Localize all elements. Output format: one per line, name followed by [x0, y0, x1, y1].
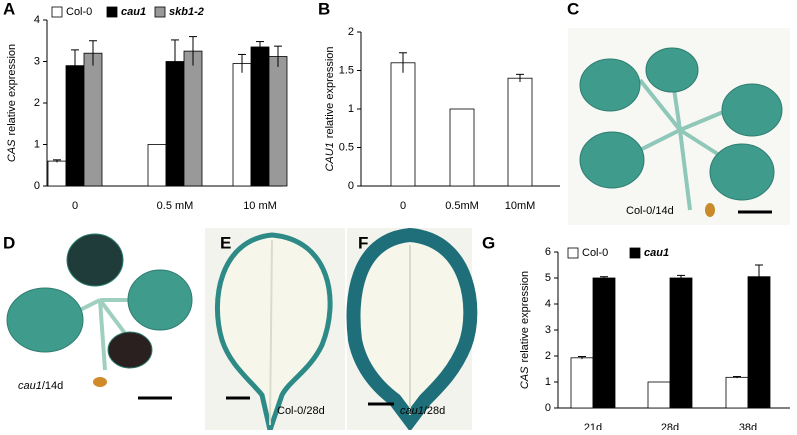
- bar: [592, 277, 616, 409]
- y-tick-label: 4: [545, 298, 551, 310]
- y-label-gene: CAS: [519, 366, 531, 389]
- bar: [747, 276, 771, 409]
- y-axis-label: CAU1 relative expression: [324, 46, 336, 171]
- caption: cau1/14d: [18, 380, 63, 392]
- y-label-text: relative expression: [519, 271, 531, 363]
- y-tick-label: 0: [348, 180, 354, 192]
- y-tick-label: 3: [34, 55, 40, 67]
- photo-e: [205, 228, 345, 435]
- bar: [268, 56, 288, 187]
- x-tick-label: 10 mM: [243, 200, 277, 212]
- legend-label: cau1: [644, 247, 669, 259]
- bar: [83, 52, 103, 187]
- panel-label: E: [220, 233, 231, 252]
- legend-swatch: [51, 6, 63, 18]
- y-axis-label: CAS relative expression: [519, 271, 531, 389]
- y-tick-label: 0.5: [339, 141, 354, 153]
- y-tick-label: 0: [545, 402, 551, 414]
- bar: [390, 62, 416, 187]
- legend-label: Col-0: [582, 247, 608, 259]
- bar: [570, 357, 594, 409]
- photo-c: [568, 28, 790, 225]
- y-label-gene: CAS: [6, 139, 18, 162]
- panel-label: G: [482, 233, 495, 252]
- y-tick-label: 2: [34, 97, 40, 109]
- panel-label: B: [318, 0, 330, 18]
- photo-f: [346, 227, 478, 432]
- panel-label: F: [358, 233, 368, 252]
- legend-swatch: [106, 6, 118, 18]
- bar: [65, 65, 85, 187]
- x-tick-label: 0: [400, 200, 406, 212]
- y-tick-label: 2: [348, 26, 354, 38]
- y-tick-label: 1: [348, 103, 354, 115]
- photo-d: [6, 233, 193, 400]
- x-tick-label: 0.5mM: [445, 200, 479, 212]
- panel-label: C: [567, 0, 579, 18]
- panel-label: D: [3, 233, 15, 252]
- legend-label: Col-0: [66, 6, 92, 18]
- y-tick-label: 4: [34, 14, 40, 26]
- y-axis-label: CAS relative expression: [6, 44, 18, 162]
- bar: [232, 63, 252, 187]
- x-tick-label: 10mM: [505, 200, 536, 212]
- x-tick-label: 38d: [739, 422, 757, 430]
- x-tick-label: 0.5 mM: [157, 200, 194, 212]
- legend-label: skb1-2: [169, 6, 204, 18]
- y-tick-label: 1.5: [339, 64, 354, 76]
- caption-part: cau1: [400, 405, 424, 417]
- bar: [47, 160, 67, 187]
- bar: [449, 108, 475, 187]
- y-tick-label: 0: [34, 180, 40, 192]
- bar: [669, 277, 693, 409]
- y-tick-label: 2: [545, 350, 551, 362]
- caption: Col-0/28d: [277, 405, 325, 417]
- y-tick-label: 1: [34, 138, 40, 150]
- y-label-text: relative expression: [324, 46, 336, 138]
- x-tick-label: 28d: [661, 422, 679, 430]
- legend-label: cau1: [121, 6, 146, 18]
- y-tick-label: 1: [545, 376, 551, 388]
- bar: [147, 144, 167, 187]
- caption-part: /28d: [424, 405, 445, 417]
- x-tick-label: 21d: [584, 422, 602, 430]
- legend-swatch: [629, 247, 641, 259]
- caption-part: /14d: [42, 380, 63, 392]
- bar: [507, 77, 533, 187]
- legend-swatch: [154, 6, 166, 18]
- y-label-gene: CAU1: [324, 142, 336, 171]
- legend-swatch: [567, 247, 579, 259]
- y-tick-label: 3: [545, 324, 551, 336]
- caption: cau1/28d: [400, 405, 445, 417]
- caption: Col-0/14d: [626, 205, 674, 217]
- y-label-text: relative expression: [6, 44, 18, 136]
- panel-label: A: [3, 0, 15, 18]
- y-tick-label: 5: [545, 272, 551, 284]
- bar: [250, 46, 270, 187]
- x-tick-label: 0: [72, 200, 78, 212]
- bar: [183, 50, 203, 187]
- caption-part: cau1: [18, 380, 42, 392]
- bar: [647, 381, 671, 409]
- y-tick-label: 6: [545, 246, 551, 258]
- bar: [725, 376, 749, 409]
